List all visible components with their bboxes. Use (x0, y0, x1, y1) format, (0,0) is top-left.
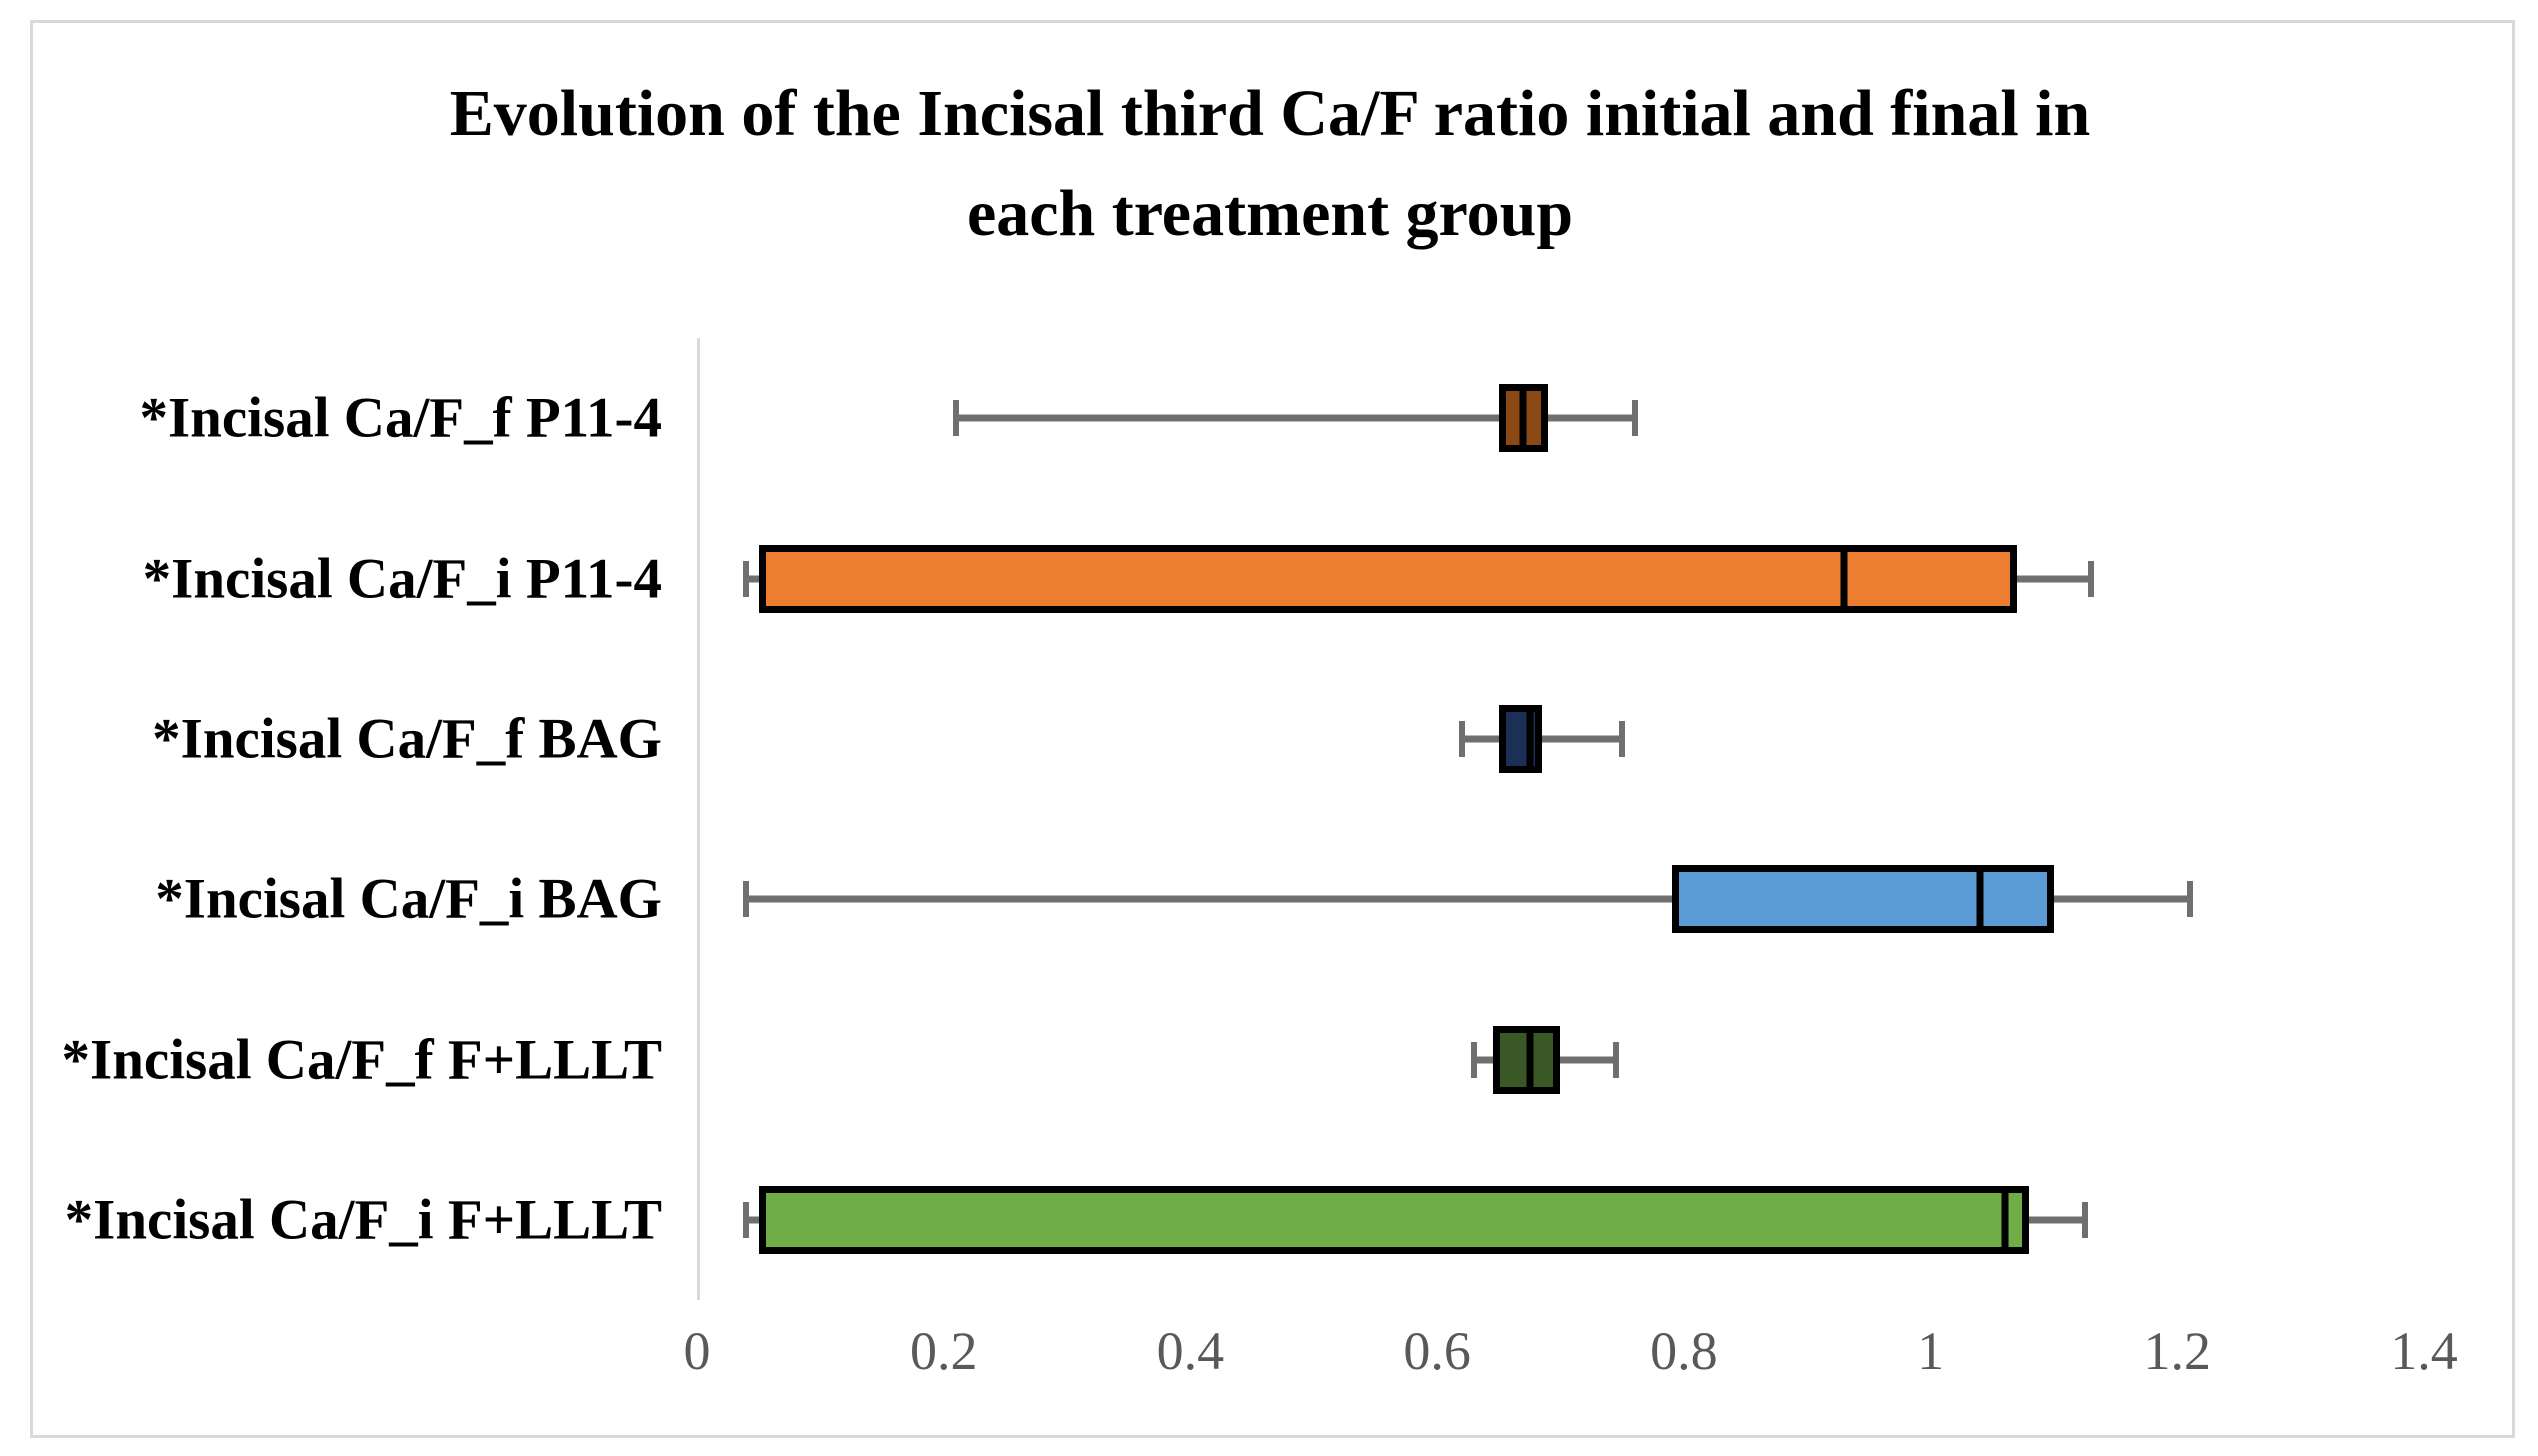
whisker-cap-max-4 (1613, 1041, 1619, 1078)
whisker-cap-min-1 (743, 560, 750, 597)
chart-title: Evolution of the Incisal third Ca/F rati… (120, 64, 2420, 264)
box-2 (1498, 704, 1542, 773)
whisker-cap-min-2 (1458, 720, 1465, 757)
whisker-cap-min-3 (743, 881, 750, 918)
whisker-cap-max-0 (1631, 400, 1638, 437)
median-line-0 (1519, 384, 1527, 453)
x-tick-label-4: 0.8 (1650, 1321, 1718, 1381)
whisker-line-3 (746, 895, 2190, 903)
x-tick-label-6: 1.2 (2143, 1321, 2212, 1381)
x-tick-label-1: 0.2 (909, 1321, 978, 1381)
whisker-line-0 (956, 414, 1635, 422)
x-tick-label-7: 1.4 (2390, 1321, 2458, 1381)
median-line-5 (2001, 1185, 2009, 1254)
x-tick-label-0: 0 (683, 1321, 711, 1381)
whisker-cap-min-0 (953, 400, 960, 437)
whisker-cap-min-4 (1471, 1041, 1478, 1078)
chart-title-line-2: each treatment group (966, 177, 1574, 250)
whisker-cap-min-5 (743, 1201, 750, 1238)
x-tick-label-3: 0.6 (1403, 1321, 1471, 1381)
median-line-4 (1526, 1025, 1534, 1094)
box-3 (1671, 865, 2054, 934)
x-tick-label-2: 0.4 (1156, 1321, 1225, 1381)
category-label-2: *Incisal Ca/F_f BAG (152, 707, 662, 771)
category-label-3: *Incisal Ca/F_i BAG (155, 867, 662, 931)
whisker-cap-max-2 (1619, 720, 1626, 757)
category-label-1: *Incisal Ca/F_i P11-4 (142, 547, 662, 610)
category-label-0: *Incisal Ca/F_f P11-4 (139, 386, 663, 450)
whisker-cap-max-1 (2087, 560, 2094, 597)
x-tick-label-5: 1 (1917, 1321, 1945, 1381)
median-line-3 (1976, 865, 1984, 934)
chart-title-line-1: Evolution of the Incisal third Ca/F rati… (449, 77, 2091, 150)
y-axis-line (697, 338, 700, 1300)
whisker-cap-max-5 (2081, 1201, 2088, 1238)
median-line-2 (1526, 704, 1534, 773)
category-label-5: *Incisal Ca/F_i F+LLLT (64, 1188, 662, 1252)
median-line-1 (1840, 544, 1848, 613)
box-1 (758, 544, 2017, 613)
category-label-4: *Incisal Ca/F_f F+LLLT (61, 1028, 662, 1091)
whisker-cap-max-3 (2186, 881, 2193, 918)
box-5 (758, 1185, 2030, 1254)
whisker-line-2 (1461, 735, 1623, 743)
